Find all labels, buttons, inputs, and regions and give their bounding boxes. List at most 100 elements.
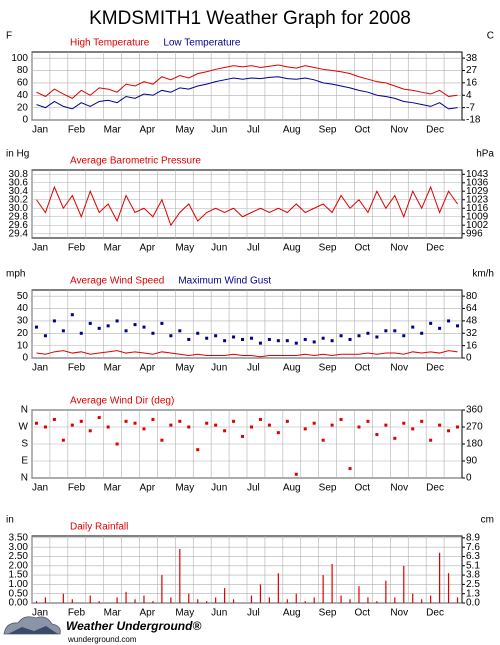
x-tick-label: Sep xyxy=(319,125,337,136)
point xyxy=(249,336,253,340)
point xyxy=(178,419,182,423)
x-tick-label: Oct xyxy=(355,608,371,619)
point xyxy=(348,337,352,341)
bar xyxy=(152,601,154,603)
x-tick-label: Dec xyxy=(426,363,444,374)
bar xyxy=(161,575,163,603)
x-tick-label: Apr xyxy=(140,483,156,494)
point xyxy=(34,421,38,425)
point xyxy=(258,417,262,421)
bar xyxy=(250,595,253,603)
x-tick-label: Sep xyxy=(319,483,337,494)
bar xyxy=(232,599,235,603)
bar xyxy=(268,597,270,603)
x-tick-label: Jun xyxy=(211,608,227,619)
point xyxy=(106,324,110,328)
page-title: KMDSMITH1 Weather Graph for 2008 xyxy=(89,8,411,29)
x-tick-label: Jul xyxy=(247,243,260,254)
y2-tick-label: 32 xyxy=(466,328,478,339)
y-tick-label: 0 xyxy=(22,115,28,126)
x-tick-label: Oct xyxy=(355,125,371,136)
line-series xyxy=(36,350,458,358)
point xyxy=(223,429,227,433)
y2-tick-label: 27 xyxy=(466,65,478,76)
point xyxy=(142,325,146,329)
y-tick-label: 60 xyxy=(17,78,29,89)
y-tick-label: 30.4 xyxy=(9,186,29,197)
point xyxy=(52,319,56,323)
point xyxy=(393,436,397,440)
point xyxy=(88,429,92,433)
point xyxy=(276,339,280,343)
y2-tick-label: 1.3 xyxy=(466,588,480,599)
x-tick-label: Jun xyxy=(211,363,227,374)
point xyxy=(249,425,253,429)
y-tick-label: 3.00 xyxy=(9,542,29,553)
y2-tick-label: 48 xyxy=(466,316,478,327)
point xyxy=(339,417,343,421)
y2-tick-label: 7.6 xyxy=(466,542,480,553)
y2-tick-label: 180 xyxy=(466,439,483,450)
point xyxy=(115,319,119,323)
logo: Weather Underground® wunderground.com xyxy=(3,616,201,644)
x-tick-label: May xyxy=(175,608,194,619)
bar xyxy=(358,586,360,603)
x-tick-label: Jan xyxy=(32,125,48,136)
x-tick-label: Sep xyxy=(319,608,337,619)
point xyxy=(79,419,83,423)
x-tick-label: Aug xyxy=(283,243,301,254)
point xyxy=(97,326,101,330)
y2-axis-label: cm xyxy=(481,515,494,526)
y-tick-label: 30.2 xyxy=(9,194,29,205)
y2-tick-label: 38 xyxy=(466,53,478,64)
bar xyxy=(62,593,64,603)
point xyxy=(402,421,406,425)
x-tick-label: Dec xyxy=(426,483,444,494)
point xyxy=(366,419,370,423)
point xyxy=(196,331,200,335)
x-tick-label: Aug xyxy=(283,363,301,374)
point xyxy=(420,331,424,335)
legend-entry: Daily Rainfall xyxy=(70,522,128,533)
point xyxy=(160,321,164,325)
bar xyxy=(188,593,190,603)
point xyxy=(294,341,298,345)
point xyxy=(241,434,245,438)
x-tick-label: Mar xyxy=(104,608,122,619)
point xyxy=(330,339,334,343)
bar xyxy=(116,597,118,603)
bar xyxy=(134,599,136,603)
logo-url: wunderground.com xyxy=(67,635,137,644)
y2-tick-label: 2.5 xyxy=(466,579,480,590)
y2-tick-label: 0.0 xyxy=(466,598,480,609)
y2-tick-label: 6.3 xyxy=(466,551,480,562)
x-tick-label: May xyxy=(175,125,194,136)
bar xyxy=(421,599,423,603)
bar xyxy=(349,599,351,603)
point xyxy=(43,425,47,429)
y-axis-label: in xyxy=(6,515,14,526)
y-tick-label: 30.8 xyxy=(9,169,29,180)
y2-tick-label: 1023 xyxy=(466,194,489,205)
y2-tick-label: 16 xyxy=(466,340,478,351)
bar xyxy=(367,597,369,603)
y2-tick-label: 4 xyxy=(466,90,472,101)
line-series xyxy=(36,64,458,99)
y-tick-label: 10 xyxy=(17,340,29,351)
x-tick-label: Feb xyxy=(68,483,86,494)
point xyxy=(97,416,101,420)
point xyxy=(232,419,236,423)
y2-tick-label: 996 xyxy=(466,228,483,239)
bar xyxy=(125,591,127,603)
bar xyxy=(295,593,297,603)
bar xyxy=(447,573,450,603)
point xyxy=(124,419,128,423)
y-axis-label: mph xyxy=(6,269,25,280)
y-tick-label: 20 xyxy=(17,328,29,339)
panel: in cm 0.000.501.001.502.002.503.003.50 0.01… xyxy=(6,515,494,619)
panel: in Hg hPa 29.429.629.830.030.230.430.630.8… xyxy=(6,149,494,254)
y-tick-label: 30.6 xyxy=(9,177,29,188)
bar xyxy=(277,573,279,603)
point xyxy=(267,337,271,341)
